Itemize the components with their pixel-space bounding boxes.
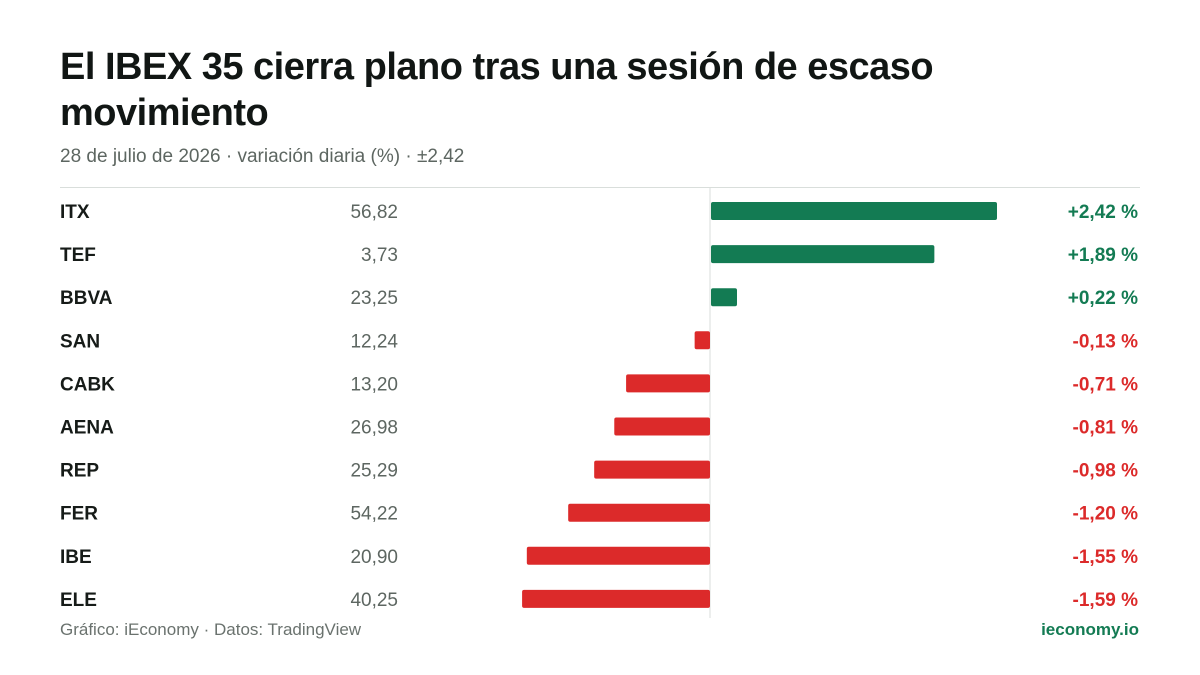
change-label: -1,20 %: [1073, 504, 1139, 525]
price-label: 23,25: [350, 288, 398, 309]
change-label: -0,98 %: [1073, 461, 1139, 482]
change-label: -0,71 %: [1073, 374, 1139, 395]
change-label: -0,81 %: [1073, 418, 1139, 439]
bar-san: [694, 331, 710, 350]
ticker-label: FER: [60, 504, 98, 525]
price-label: 26,98: [350, 418, 398, 439]
bar-ele: [522, 589, 710, 608]
change-label: -0,13 %: [1073, 331, 1139, 352]
ticker-label: TEF: [60, 245, 96, 266]
price-label: 12,24: [350, 331, 398, 352]
price-label: 20,90: [350, 547, 398, 568]
ticker-label: ELE: [60, 590, 97, 611]
chart-subtitle: 28 de julio de 2026 · variación diaria (…: [60, 146, 465, 167]
ticker-label: SAN: [60, 331, 100, 352]
price-label: 25,29: [350, 461, 398, 482]
bar-chart: ITX 56,82 +2,42 % TEF 3,73 +1,89 % BBVA 23,25 +0…: [60, 188, 1139, 618]
bar-ibe: [526, 546, 710, 565]
price-label: 13,20: [350, 374, 398, 395]
ticker-label: CABK: [60, 374, 115, 395]
brand-link[interactable]: ieconomy.io: [1041, 620, 1139, 639]
change-label: -1,55 %: [1073, 547, 1139, 568]
ticker-label: BBVA: [60, 288, 113, 309]
ticker-label: ITX: [60, 202, 90, 223]
bar-tef: [711, 245, 935, 264]
ticker-label: REP: [60, 461, 99, 482]
header-divider: [60, 187, 1140, 188]
price-label: 56,82: [350, 202, 398, 223]
chart-title: El IBEX 35 cierra plano tras una sesión …: [60, 46, 934, 134]
ticker-label: AENA: [60, 418, 114, 439]
bar-aena: [614, 417, 710, 436]
bar-itx: [711, 202, 997, 220]
price-label: 3,73: [361, 245, 398, 266]
change-label: +1,89 %: [1068, 245, 1138, 266]
price-label: 54,22: [350, 504, 398, 525]
source-credit: Gráfico: iEconomy · Datos: TradingView: [60, 620, 362, 639]
bar-bbva: [711, 288, 737, 307]
bar-fer: [568, 503, 710, 522]
ticker-label: IBE: [60, 547, 92, 568]
bar-rep: [594, 460, 710, 479]
change-label: -1,59 %: [1073, 590, 1139, 611]
change-label: +0,22 %: [1068, 288, 1138, 309]
price-label: 40,25: [350, 590, 398, 611]
bar-cabk: [626, 374, 710, 393]
change-label: +2,42 %: [1068, 202, 1138, 223]
